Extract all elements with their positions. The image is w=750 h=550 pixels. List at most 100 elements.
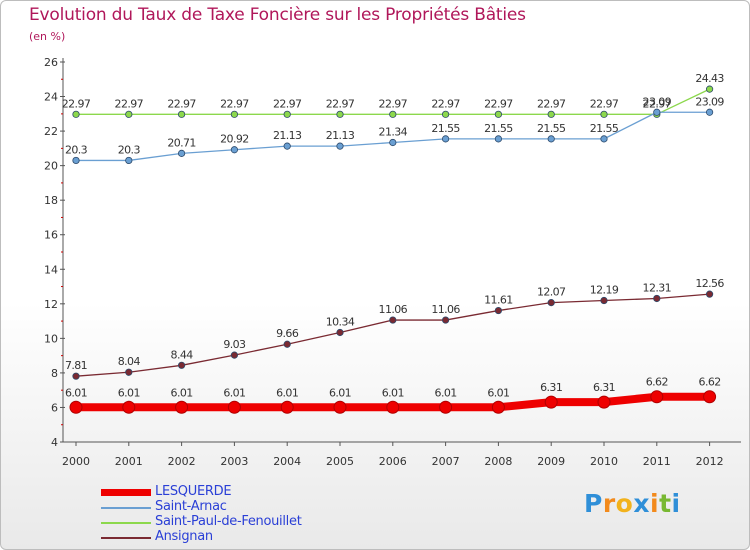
data-point-lesquerde <box>175 400 189 414</box>
y-tick-label: 14 <box>44 263 58 276</box>
data-point-saint-arnac <box>389 138 397 147</box>
data-label-lesquerde: 6.62 <box>699 376 721 389</box>
data-label-lesquerde: 6.01 <box>171 386 193 399</box>
legend-label: LESQUERDE <box>155 484 232 499</box>
logo-letter: i <box>671 489 681 518</box>
data-label-ansignan: 12.07 <box>537 286 566 299</box>
data-label-saint-arnac: 21.13 <box>273 129 302 142</box>
data-point-saint-arnac <box>283 142 291 150</box>
data-point-lesquerde <box>69 400 83 414</box>
data-label-saint-arnac: 21.34 <box>379 125 408 138</box>
y-tick-label: 4 <box>51 436 58 449</box>
data-point-ansignan <box>72 372 80 380</box>
data-point-saint-paul-de-fenouillet <box>441 110 450 118</box>
data-label-saint-arnac: 20.92 <box>220 133 249 146</box>
data-label-saint-paul-de-fenouillet: 22.97 <box>379 97 408 110</box>
x-tick-label: 2009 <box>537 455 565 468</box>
data-label-lesquerde: 6.01 <box>118 386 140 399</box>
data-point-saint-arnac <box>178 149 186 157</box>
data-label-ansignan: 8.04 <box>118 355 141 368</box>
data-point-lesquerde <box>122 400 136 414</box>
y-tick-label: 20 <box>44 160 58 173</box>
x-tick-label: 2010 <box>590 455 618 468</box>
data-label-saint-paul-de-fenouillet: 22.97 <box>537 97 566 110</box>
data-label-lesquerde: 6.01 <box>382 386 404 399</box>
y-tick-label: 16 <box>44 229 58 242</box>
data-label-saint-arnac: 23.09 <box>643 95 672 108</box>
data-label-saint-paul-de-fenouillet: 22.97 <box>590 97 619 110</box>
data-point-ansignan <box>494 306 502 315</box>
data-point-saint-paul-de-fenouillet <box>547 110 555 118</box>
x-tick-label: 2006 <box>379 455 407 468</box>
data-point-lesquerde <box>597 395 611 409</box>
data-point-lesquerde <box>544 395 558 409</box>
data-point-lesquerde <box>386 400 400 414</box>
data-label-saint-arnac: 21.55 <box>537 122 566 135</box>
data-point-saint-arnac <box>494 135 502 143</box>
data-label-saint-paul-de-fenouillet: 24.43 <box>695 72 724 85</box>
data-point-saint-paul-de-fenouillet <box>705 85 714 93</box>
data-point-ansignan <box>336 328 344 337</box>
data-label-ansignan: 11.61 <box>484 294 513 307</box>
logo-letter: r <box>602 489 616 518</box>
data-point-ansignan <box>125 368 133 376</box>
data-point-saint-paul-de-fenouillet <box>600 110 608 118</box>
data-label-lesquerde: 6.01 <box>65 386 87 399</box>
data-label-saint-paul-de-fenouillet: 22.97 <box>326 97 355 110</box>
y-tick-label: 8 <box>51 367 58 380</box>
data-point-saint-paul-de-fenouillet <box>283 110 291 118</box>
data-label-ansignan: 9.03 <box>223 338 246 351</box>
data-point-saint-paul-de-fenouillet <box>72 110 80 118</box>
data-point-saint-paul-de-fenouillet <box>336 110 344 118</box>
data-point-lesquerde <box>491 400 505 414</box>
data-label-ansignan: 12.19 <box>590 284 619 297</box>
data-point-saint-arnac <box>72 156 80 165</box>
data-label-saint-paul-de-fenouillet: 22.97 <box>62 97 91 110</box>
data-label-lesquerde: 6.01 <box>223 386 245 399</box>
data-label-ansignan: 11.06 <box>431 303 460 316</box>
logo-letter: t <box>659 489 672 518</box>
data-label-saint-arnac: 21.55 <box>431 122 460 135</box>
legend-label: Saint-Arnac <box>155 499 227 514</box>
data-point-ansignan <box>283 340 291 348</box>
data-label-lesquerde: 6.01 <box>487 386 509 399</box>
data-point-saint-arnac <box>125 156 133 165</box>
legend-swatch-ansignan <box>101 537 151 539</box>
y-unit-label: (en %) <box>29 30 66 43</box>
data-point-saint-arnac <box>705 108 714 116</box>
data-label-ansignan: 12.56 <box>695 277 724 290</box>
data-point-ansignan <box>705 290 714 298</box>
x-tick-label: 2008 <box>484 455 512 468</box>
legend-label: Ansignan <box>155 529 213 544</box>
data-label-saint-paul-de-fenouillet: 22.97 <box>220 97 249 110</box>
data-point-saint-paul-de-fenouillet <box>389 110 397 118</box>
data-label-ansignan: 9.66 <box>276 327 299 340</box>
data-point-ansignan <box>178 361 186 369</box>
data-point-ansignan <box>230 351 238 359</box>
legend-swatch-saint-paul-de-fenouillet <box>101 522 151 524</box>
x-tick-label: 2001 <box>115 455 143 468</box>
x-tick-label: 2007 <box>432 455 460 468</box>
data-label-saint-arnac: 21.13 <box>326 129 355 142</box>
legend-swatch-saint-arnac <box>101 507 151 509</box>
data-label-ansignan: 8.44 <box>171 348 194 361</box>
data-label-saint-arnac: 20.3 <box>118 143 141 156</box>
y-tick-label: 26 <box>44 56 58 69</box>
data-point-ansignan <box>389 316 397 324</box>
x-tick-label: 2000 <box>62 455 90 468</box>
data-label-lesquerde: 6.01 <box>329 386 351 399</box>
data-point-saint-paul-de-fenouillet <box>125 110 133 118</box>
x-tick-label: 2011 <box>643 455 671 468</box>
data-point-ansignan <box>441 316 450 324</box>
data-label-ansignan: 12.31 <box>643 281 672 294</box>
x-tick-label: 2004 <box>273 455 301 468</box>
data-label-lesquerde: 6.62 <box>646 376 668 389</box>
data-point-lesquerde <box>227 400 241 414</box>
data-label-lesquerde: 6.31 <box>540 381 562 394</box>
data-point-saint-arnac <box>653 108 661 116</box>
chart-title: Evolution du Taux de Taxe Foncière sur l… <box>29 5 526 25</box>
x-tick-label: 2003 <box>220 455 248 468</box>
data-label-saint-arnac: 21.55 <box>484 122 513 135</box>
